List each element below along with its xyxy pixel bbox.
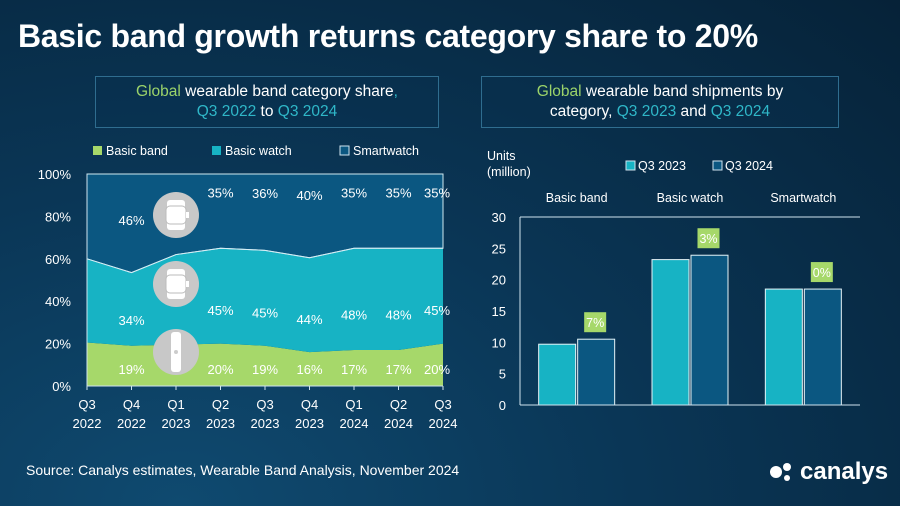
legend-label: Smartwatch — [353, 144, 419, 158]
growth-label: 0% — [813, 266, 831, 280]
bar-q3-2023 — [764, 288, 803, 406]
bar-q3-2024 — [690, 254, 729, 406]
growth-label: 3% — [699, 232, 717, 246]
y-tick-label: 20 — [492, 273, 506, 288]
subtitle-part: wearable band category share — [180, 83, 394, 100]
growth-label-bg — [810, 262, 833, 283]
y-tick-label: 15 — [492, 304, 506, 319]
y-tick-label: 0% — [52, 379, 71, 394]
data-label: 19% — [252, 362, 278, 377]
data-label: 35% — [385, 186, 411, 201]
data-label: 17% — [341, 362, 367, 377]
y-tick-label: 80% — [45, 209, 71, 224]
bar-q3-2023 — [651, 259, 690, 406]
basic-watch-icon — [153, 261, 199, 307]
bar-q3-2024 — [577, 338, 616, 406]
left-chart-subtitle: Global wearable band category share, Q3 … — [95, 76, 439, 128]
x-tick-label: Q3 2023 — [251, 397, 280, 431]
legend-swatch — [339, 145, 350, 156]
y-tick-label: 10 — [492, 335, 506, 350]
y-tick-label: 100% — [38, 167, 72, 182]
legend-swatch — [212, 146, 221, 155]
y-tick-label: 5 — [499, 367, 506, 382]
legend-label: Q3 2023 — [638, 159, 686, 173]
y-axis-title: Units (million) — [487, 149, 531, 179]
boundary-line — [86, 247, 443, 274]
x-tick-label: Q1 2024 — [340, 397, 369, 431]
data-label: 36% — [252, 186, 278, 201]
y-tick-label: 0 — [499, 398, 506, 413]
subtitle-part: Q3 2023 — [616, 103, 677, 120]
x-tick-label: Q2 2023 — [206, 397, 235, 431]
subtitle-part: Global — [136, 83, 181, 100]
data-label: 45% — [424, 303, 450, 318]
x-tick-label: Q4 2022 — [117, 397, 146, 431]
y-tick-label: 30 — [492, 210, 506, 225]
legend-swatch — [625, 160, 636, 171]
y-tick-label: 20% — [45, 337, 71, 352]
logo-text: canalys — [800, 458, 889, 485]
growth-label-bg — [584, 312, 607, 333]
subtitle-part: wearable band shipments by — [581, 83, 784, 100]
subtitle-part: Q3 2022 — [196, 103, 257, 120]
data-label: 35% — [341, 186, 367, 201]
subtitle-part: to — [256, 103, 278, 120]
growth-label: 7% — [586, 316, 604, 330]
subtitle-part: Global — [536, 83, 582, 100]
data-label: 35% — [207, 186, 233, 201]
data-label: 20% — [424, 362, 450, 377]
legend-label: Basic watch — [225, 144, 292, 158]
subtitle-part: category, — [549, 103, 617, 120]
data-label: 20% — [207, 362, 233, 377]
category-label: Basic watch — [657, 191, 724, 205]
subtitle-part: and — [676, 103, 711, 120]
subtitle-part: Q3 2024 — [710, 103, 771, 120]
legend-label: Basic band — [106, 144, 168, 158]
legend-swatch — [712, 160, 723, 171]
x-tick-label: Q4 2023 — [295, 397, 324, 431]
data-label: 44% — [296, 312, 322, 327]
canalys-logo-icon — [770, 463, 791, 481]
source-note: Source: Canalys estimates, Wearable Band… — [26, 462, 460, 478]
basic-band-icon — [153, 329, 199, 375]
growth-label-bg — [697, 228, 720, 249]
data-label: 45% — [207, 303, 233, 318]
data-label: 34% — [118, 313, 144, 328]
data-label: 19% — [118, 362, 144, 377]
y-tick-label: 40% — [45, 294, 71, 309]
data-label: 40% — [296, 188, 322, 203]
y-tick-label: 25 — [492, 241, 506, 256]
y-tick-label: 60% — [45, 252, 71, 267]
data-label: 46% — [118, 213, 144, 228]
category-label: Basic band — [546, 191, 608, 205]
right-chart-subtitle: Global wearable band shipments by catego… — [481, 76, 839, 128]
data-label: 17% — [385, 362, 411, 377]
data-label: 48% — [385, 307, 411, 322]
x-tick-label: Q1 2023 — [162, 397, 191, 431]
subtitle-part: , — [393, 83, 398, 100]
category-label: Smartwatch — [770, 191, 836, 205]
page-title: Basic band growth returns category share… — [18, 18, 758, 54]
data-label: 48% — [341, 307, 367, 322]
x-tick-label: Q3 2022 — [73, 397, 102, 431]
smartwatch-icon — [153, 192, 199, 238]
data-label: 35% — [424, 186, 450, 201]
data-label: 45% — [252, 305, 278, 320]
bar-q3-2023 — [538, 343, 577, 406]
data-label: 16% — [296, 362, 322, 377]
legend-label: Q3 2024 — [725, 159, 773, 173]
x-tick-label: Q2 2024 — [384, 397, 413, 431]
bar-q3-2024 — [803, 288, 842, 406]
canalys-logo: canalys — [768, 458, 888, 486]
legend-swatch — [93, 146, 102, 155]
subtitle-part: Q3 2024 — [277, 103, 338, 120]
x-tick-label: Q3 2024 — [429, 397, 458, 431]
